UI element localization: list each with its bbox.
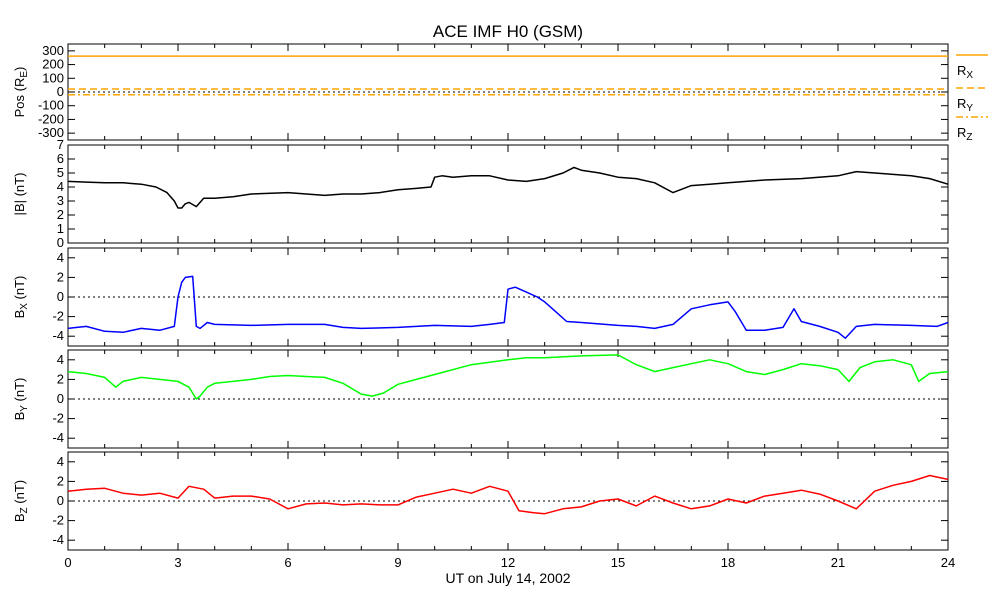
x-tick-label: 12 [501, 555, 515, 570]
y-axis-label: Pos (RE) [12, 67, 30, 118]
y-tick-label: 0 [57, 235, 64, 250]
y-tick-label: 2 [57, 473, 64, 488]
y-axis-label: BX (nT) [12, 276, 30, 319]
y-tick-label: -2 [52, 513, 64, 528]
y-axis-label: BY (nT) [12, 378, 30, 421]
y-axis-label: BZ (nT) [12, 480, 30, 522]
legend-label: RX [957, 63, 973, 81]
series-line-by-0 [67, 354, 949, 400]
y-tick-label: -200 [38, 111, 64, 126]
y-tick-label: 4 [57, 250, 64, 265]
x-axis-label: UT on July 14, 2002 [445, 570, 570, 586]
y-tick-label: 0 [57, 493, 64, 508]
x-tick-label: 9 [394, 555, 401, 570]
x-tick-label: 24 [941, 555, 955, 570]
panel-bx: 4 2 0 -2 -4 BX (nT) [12, 247, 949, 347]
panel-by: 4 2 0 -2 -4 BY (nT) [12, 349, 949, 449]
y-tick-label: 0 [57, 289, 64, 304]
y-tick-label: 7 [57, 137, 64, 152]
y-tick-label: 4 [57, 454, 64, 469]
y-tick-label: 100 [42, 70, 64, 85]
y-tick-label: 2 [57, 269, 64, 284]
chart-title: ACE IMF H0 (GSM) [433, 22, 583, 41]
y-tick-label: 2 [57, 207, 64, 222]
y-tick-label: -4 [52, 532, 64, 547]
x-tick-label: 3 [174, 555, 181, 570]
y-tick-label: -4 [52, 328, 64, 343]
legend-label: RZ [957, 125, 973, 143]
legend-label: RY [957, 96, 973, 114]
y-tick-label: 1 [57, 221, 64, 236]
x-tick-label: 21 [831, 555, 845, 570]
y-tick-label: -100 [38, 98, 64, 113]
y-tick-label: -300 [38, 125, 64, 140]
y-tick-label: 300 [42, 43, 64, 58]
x-tick-label: 6 [284, 555, 291, 570]
y-axis-label: |B| (nT) [12, 173, 27, 216]
series-line-bx-0 [67, 275, 949, 339]
y-tick-label: 4 [57, 352, 64, 367]
series-line-bmag-0 [67, 166, 949, 209]
y-tick-label: 0 [57, 391, 64, 406]
x-tick-label: 0 [64, 555, 71, 570]
y-tick-label: 2 [57, 371, 64, 386]
y-tick-label: 5 [57, 165, 64, 180]
y-tick-label: -4 [52, 430, 64, 445]
legend: RX RY RZ [956, 54, 988, 143]
y-tick-label: -2 [52, 309, 64, 324]
y-tick-label: 3 [57, 193, 64, 208]
y-tick-label: 4 [57, 179, 64, 194]
y-tick-label: 200 [42, 57, 64, 72]
panel-bz: 4 2 0 -2 -4 BZ (nT) [12, 451, 949, 551]
x-tick-label: 15 [611, 555, 625, 570]
y-tick-label: 6 [57, 151, 64, 166]
y-tick-label: 0 [57, 84, 64, 99]
y-tick-label: -2 [52, 411, 64, 426]
x-tick-label: 18 [721, 555, 735, 570]
series-line-bz-0 [67, 474, 949, 515]
panel-frame [67, 144, 949, 244]
